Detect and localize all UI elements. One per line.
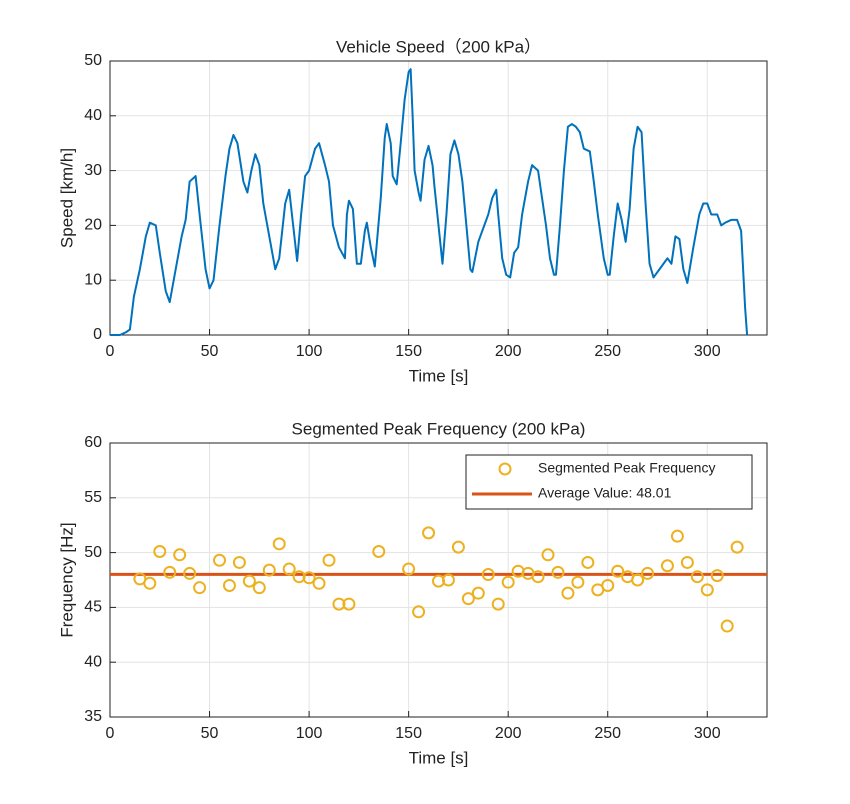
x-tick-label: 0: [106, 725, 115, 742]
y-tick-label: 55: [84, 489, 102, 506]
y-axis-label: Frequency [Hz]: [57, 522, 76, 637]
scatter-point: [611, 564, 625, 578]
y-tick-label: 60: [84, 434, 102, 451]
scatter-point: [491, 597, 505, 611]
x-tick-label: 150: [395, 343, 422, 360]
scatter-point: [422, 526, 436, 540]
x-tick-label: 100: [296, 343, 323, 360]
y-tick-label: 45: [84, 599, 102, 616]
y-tick-label: 10: [84, 271, 102, 288]
x-tick-label: 50: [201, 343, 219, 360]
speed-line: [110, 68, 749, 336]
x-tick-label: 0: [106, 343, 115, 360]
axes-box: [109, 442, 768, 718]
scatter-point: [680, 555, 694, 569]
scatter-point: [402, 562, 416, 576]
scatter-point: [183, 566, 197, 580]
y-tick-label: 20: [84, 217, 102, 234]
chart-title: Segmented Peak Frequency (200 kPa): [292, 419, 586, 438]
scatter-point: [541, 548, 555, 562]
scatter-point: [242, 574, 256, 588]
scatter-point: [262, 563, 276, 577]
y-tick-label: 40: [84, 107, 102, 124]
chart-title: Vehicle Speed（200 kPa）: [336, 37, 541, 56]
scatter-point: [501, 575, 515, 589]
scatter-point: [412, 605, 426, 619]
scatter-point: [561, 586, 575, 600]
x-tick-label: 100: [296, 725, 323, 742]
scatter-point: [631, 573, 645, 587]
x-tick-label: 250: [594, 343, 621, 360]
y-tick-label: 35: [84, 708, 102, 725]
scatter-point: [481, 568, 495, 582]
plot-area: [110, 61, 767, 335]
scatter-point: [173, 548, 187, 562]
scatter-point: [153, 545, 167, 559]
x-tick-label: 200: [495, 725, 522, 742]
x-tick-label: 50: [201, 725, 219, 742]
legend-label: Segmented Peak Frequency: [538, 460, 715, 476]
scatter-point: [700, 583, 714, 597]
scatter-point: [660, 559, 674, 573]
scatter-point: [282, 562, 296, 576]
x-axis-label: Time [s]: [409, 748, 469, 767]
x-tick-label: 250: [594, 725, 621, 742]
y-tick-label: 50: [84, 544, 102, 561]
scatter-point: [312, 576, 326, 590]
scatter-point: [143, 576, 157, 590]
y-tick-label: 0: [93, 326, 102, 343]
scatter-point: [670, 529, 684, 543]
scatter-point: [601, 578, 615, 592]
scatter-point: [213, 553, 226, 567]
scatter-point: [272, 537, 286, 551]
scatter-point: [322, 553, 336, 567]
axes-box: [109, 60, 768, 336]
scatter-point: [232, 555, 246, 569]
x-axis-label: Time [s]: [409, 366, 469, 385]
scatter-point: [461, 592, 475, 606]
y-tick-label: 50: [84, 52, 102, 69]
scatter-point: [372, 545, 386, 559]
x-tick-label: 150: [395, 725, 422, 742]
scatter-point: [163, 565, 177, 579]
scatter-point: [451, 540, 465, 554]
scatter-point: [641, 566, 655, 580]
scatter-point: [710, 569, 724, 583]
scatter-point: [531, 570, 545, 584]
y-axis-label: Speed [km/h]: [57, 148, 76, 248]
scatter-point: [193, 581, 207, 595]
scatter-point: [222, 578, 236, 592]
scatter-point: [332, 597, 346, 611]
scatter-point: [471, 586, 485, 600]
y-tick-label: 30: [84, 162, 102, 179]
legend-marker: [498, 462, 512, 476]
scatter-point: [571, 575, 585, 589]
scatter-point: [690, 570, 704, 584]
scatter-point: [581, 555, 595, 569]
y-tick-label: 40: [84, 653, 102, 670]
scatter-point: [252, 581, 266, 595]
scatter-point: [302, 571, 316, 585]
x-tick-label: 300: [694, 343, 721, 360]
scatter-point: [730, 540, 744, 554]
scatter-point: [441, 573, 455, 587]
legend-label: Average Value: 48.01: [538, 485, 672, 501]
legend-box: [465, 454, 753, 510]
x-tick-label: 200: [495, 343, 522, 360]
scatter-point: [551, 565, 565, 579]
scatter-point: [342, 597, 356, 611]
scatter-point: [720, 619, 734, 633]
x-tick-label: 300: [694, 725, 721, 742]
